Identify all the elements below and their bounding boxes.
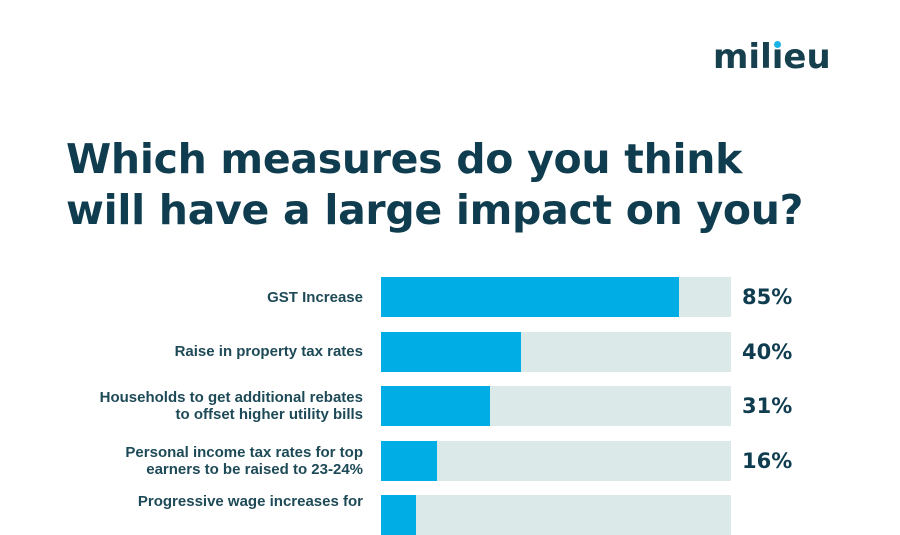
bar-fill	[381, 495, 416, 535]
milieu-logo: milı eu	[713, 40, 831, 74]
bar-track	[381, 495, 731, 535]
bar-fill	[381, 440, 437, 481]
category-label: Personal income tax rates for top earner…	[125, 443, 363, 478]
category-label: GST Increase	[267, 288, 363, 306]
chart-title: Which measures do you think will have a …	[66, 134, 803, 236]
bar-row: Households to get additional rebates to …	[0, 386, 900, 426]
bar-track	[381, 331, 731, 372]
bar-track	[381, 277, 731, 317]
value-label: 40%	[742, 339, 793, 364]
bar-row: Personal income tax rates for top earner…	[0, 440, 900, 481]
logo-text-end: eu	[783, 37, 831, 77]
value-label: 31%	[742, 394, 793, 418]
logo-text-start: mil	[713, 37, 772, 77]
category-label: Households to get additional rebates to …	[99, 389, 363, 423]
chart-title-line-1: Which measures do you think	[66, 135, 743, 183]
bar-chart: GST Increase 85% Raise in property tax rat…	[0, 277, 900, 535]
bar-track	[381, 440, 731, 481]
bar-row: GST Increase 85%	[0, 277, 900, 317]
bar-row: Progressive wage increases for	[0, 493, 900, 535]
category-label: Progressive wage increases for	[137, 493, 363, 510]
category-label: Raise in property tax rates	[174, 343, 363, 360]
value-label: 16%	[742, 448, 793, 473]
chart-title-line-2: will have a large impact on you?	[66, 186, 804, 234]
bar-row: Raise in property tax rates 40%	[0, 331, 900, 372]
logo-dot-icon	[774, 41, 782, 48]
bar-fill	[381, 331, 521, 372]
bar-track	[381, 386, 731, 426]
bar-fill	[381, 277, 679, 317]
bar-fill	[381, 386, 490, 426]
logo-dotted-i: ı	[771, 37, 784, 77]
value-label: 85%	[742, 285, 793, 309]
